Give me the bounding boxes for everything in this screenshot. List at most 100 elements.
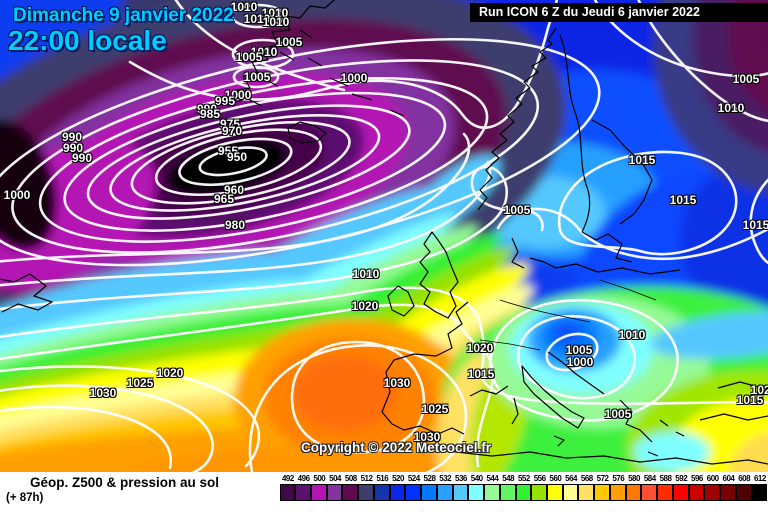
scale-value: 512 bbox=[360, 474, 373, 483]
scale-value: 548 bbox=[502, 474, 515, 483]
pressure-label: 995 bbox=[214, 94, 236, 108]
scale-value: 560 bbox=[549, 474, 562, 483]
scale-step: 612 bbox=[751, 474, 768, 501]
legend-bar: Géop. Z500 & pression au sol (+ 87h) 492… bbox=[0, 472, 768, 512]
scale-value: 532 bbox=[439, 474, 452, 483]
scale-value: 556 bbox=[533, 474, 546, 483]
pressure-label: 985 bbox=[199, 107, 221, 121]
scale-step: 576 bbox=[609, 474, 626, 501]
scale-value: 592 bbox=[675, 474, 688, 483]
pressure-label: 1010 bbox=[352, 267, 380, 281]
scale-swatch bbox=[562, 484, 579, 501]
scale-swatch bbox=[609, 484, 626, 501]
scale-value: 596 bbox=[691, 474, 703, 483]
scale-step: 548 bbox=[499, 474, 516, 501]
scale-swatch bbox=[735, 484, 752, 501]
pressure-label: 1005 bbox=[604, 407, 632, 421]
scale-step: 532 bbox=[436, 474, 453, 501]
weather-map-graphic bbox=[0, 0, 768, 472]
scale-value: 612 bbox=[753, 474, 766, 483]
scale-swatch bbox=[672, 484, 689, 501]
scale-step: 564 bbox=[562, 474, 579, 501]
scale-value: 608 bbox=[738, 474, 751, 483]
scale-value: 492 bbox=[281, 474, 294, 483]
pressure-label: 960 bbox=[223, 183, 245, 197]
pressure-label: 1005 bbox=[565, 343, 593, 357]
pressure-label: 1005 bbox=[275, 35, 303, 49]
scale-value: 516 bbox=[376, 474, 389, 483]
scale-step: 504 bbox=[326, 474, 343, 501]
pressure-label: 1010 bbox=[250, 45, 278, 59]
scale-swatch bbox=[373, 484, 390, 501]
scale-value: 500 bbox=[313, 474, 326, 483]
pressure-label: 975 bbox=[219, 117, 241, 131]
pressure-label: 990 bbox=[61, 130, 83, 144]
scale-step: 596 bbox=[688, 474, 705, 501]
model-run-info: Run ICON 6 Z du Jeudi 6 janvier 2022 bbox=[470, 3, 768, 22]
pressure-label: 990 bbox=[62, 141, 84, 155]
scale-step: 544 bbox=[484, 474, 501, 501]
scale-swatch bbox=[625, 484, 642, 501]
pressure-label: 1005 bbox=[503, 203, 531, 217]
pressure-label: 1015 bbox=[669, 193, 697, 207]
scale-swatch bbox=[326, 484, 343, 501]
scale-swatch bbox=[389, 484, 406, 501]
pressure-label: 1005 bbox=[243, 70, 271, 84]
scale-value: 564 bbox=[565, 474, 578, 483]
scale-swatch bbox=[310, 484, 327, 501]
color-scale: 492 496 500 504 508 512 516 520 524 528 532 536 540 5… bbox=[279, 474, 768, 501]
scale-step: 552 bbox=[515, 474, 532, 501]
weather-map: 1010 1010 1010 1010 1005 1010 1005 1005 1000 1000… bbox=[0, 0, 768, 472]
scale-step: 556 bbox=[531, 474, 548, 501]
scale-swatch bbox=[279, 484, 296, 501]
scale-value: 604 bbox=[722, 474, 735, 483]
pressure-label: 1015 bbox=[742, 218, 768, 232]
scale-value: 552 bbox=[517, 474, 530, 483]
scale-swatch bbox=[295, 484, 311, 501]
pressure-label: 955 bbox=[217, 144, 239, 158]
scale-value: 520 bbox=[392, 474, 404, 483]
pressure-label: 1030 bbox=[413, 430, 441, 444]
scale-value: 504 bbox=[329, 474, 341, 483]
scale-swatch bbox=[436, 484, 453, 501]
forecast-hour: (+ 87h) bbox=[6, 492, 44, 504]
scale-step: 500 bbox=[310, 474, 327, 501]
scale-step: 580 bbox=[625, 474, 642, 501]
scale-swatch bbox=[751, 484, 768, 501]
pressure-label: 965 bbox=[213, 192, 235, 206]
pressure-label: 1015 bbox=[736, 393, 764, 407]
scale-swatch bbox=[688, 484, 705, 501]
pressure-label: 1000 bbox=[340, 71, 368, 85]
pressure-label: 1010 bbox=[618, 328, 646, 342]
scale-value: 536 bbox=[455, 474, 467, 483]
pressure-label: 1015 bbox=[628, 153, 656, 167]
pressure-label: 1010 bbox=[230, 0, 258, 14]
scale-value: 600 bbox=[706, 474, 719, 483]
scale-swatch bbox=[358, 484, 374, 501]
scale-step: 592 bbox=[672, 474, 689, 501]
pressure-label: 1020 bbox=[156, 366, 184, 380]
scale-swatch bbox=[578, 484, 595, 501]
pressure-label: 990 bbox=[71, 151, 93, 165]
scale-step: 600 bbox=[704, 474, 721, 501]
scale-value: 576 bbox=[612, 474, 625, 483]
scale-step: 560 bbox=[546, 474, 563, 501]
scale-step: 524 bbox=[405, 474, 422, 501]
scale-value: 524 bbox=[407, 474, 420, 483]
pressure-label: 1010 bbox=[262, 15, 290, 29]
pressure-label: 1010 bbox=[717, 101, 745, 115]
pressure-label: 1030 bbox=[383, 376, 411, 390]
contour-lines bbox=[0, 0, 768, 472]
scale-value: 528 bbox=[423, 474, 436, 483]
scale-step: 512 bbox=[358, 474, 375, 501]
scale-swatch bbox=[531, 484, 547, 501]
pressure-label: 980 bbox=[224, 218, 246, 232]
scale-value: 544 bbox=[486, 474, 499, 483]
scale-step: 516 bbox=[373, 474, 390, 501]
scale-step: 584 bbox=[641, 474, 658, 501]
scale-step: 588 bbox=[657, 474, 674, 501]
scale-value: 508 bbox=[344, 474, 357, 483]
scale-value: 540 bbox=[470, 474, 483, 483]
pressure-label: 950 bbox=[226, 150, 248, 164]
